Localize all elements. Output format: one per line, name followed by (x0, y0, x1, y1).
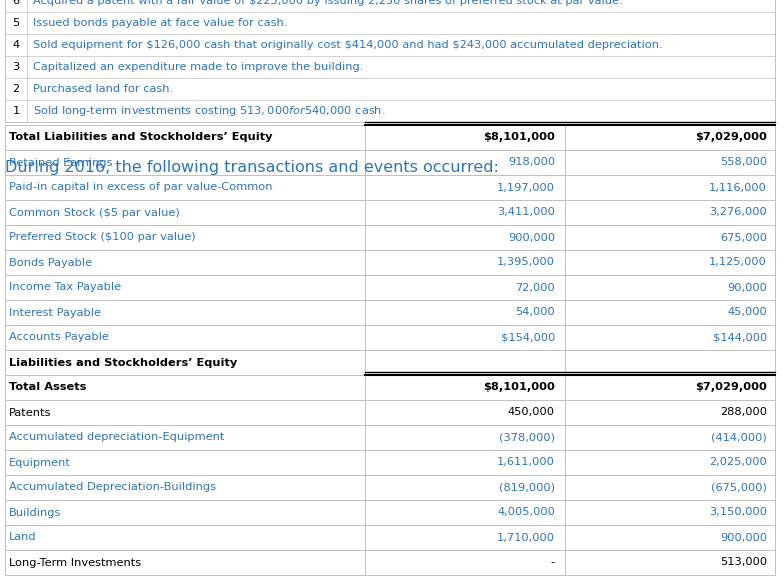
Bar (5, 375, 775, 400)
Bar (5, 425, 775, 450)
Text: Liabilities and Stockholders’ Equity: Liabilities and Stockholders’ Equity (9, 357, 238, 368)
Text: 6: 6 (13, 0, 20, 6)
Text: 54,000: 54,000 (515, 307, 555, 317)
Bar (5, 275, 775, 300)
Text: 1,116,000: 1,116,000 (709, 182, 767, 192)
Text: -: - (551, 558, 555, 567)
Bar (5, 325, 775, 350)
Text: 513,000: 513,000 (720, 558, 767, 567)
Text: 1,710,000: 1,710,000 (497, 533, 555, 543)
Text: (414,000): (414,000) (711, 433, 767, 442)
Bar (5, 250, 775, 275)
Text: 45,000: 45,000 (728, 307, 767, 317)
Text: Accounts Payable: Accounts Payable (9, 332, 109, 343)
Text: 4: 4 (13, 40, 20, 50)
Text: Retained Earnings: Retained Earnings (9, 157, 112, 167)
Text: Paid-in capital in excess of par value-Common: Paid-in capital in excess of par value-C… (9, 182, 273, 192)
Bar (5, 500, 775, 525)
Text: Sold equipment for $126,000 cash that originally cost $414,000 and had $243,000 : Sold equipment for $126,000 cash that or… (33, 40, 662, 50)
Text: Accumulated Depreciation-Buildings: Accumulated Depreciation-Buildings (9, 482, 216, 493)
Text: Capitalized an expenditure made to improve the building.: Capitalized an expenditure made to impro… (33, 62, 363, 72)
Text: $8,101,000: $8,101,000 (483, 133, 555, 142)
Bar (5, 125, 775, 150)
Text: 90,000: 90,000 (727, 283, 767, 292)
Text: 5: 5 (13, 18, 20, 28)
Text: Interest Payable: Interest Payable (9, 307, 101, 317)
Text: Preferred Stock ($100 par value): Preferred Stock ($100 par value) (9, 233, 196, 243)
Text: (378,000): (378,000) (499, 433, 555, 442)
Text: Common Stock ($5 par value): Common Stock ($5 par value) (9, 207, 180, 218)
Text: 1,197,000: 1,197,000 (497, 182, 555, 192)
Text: 3,276,000: 3,276,000 (710, 207, 767, 218)
Text: 675,000: 675,000 (720, 233, 767, 243)
Bar (5, 0, 775, 122)
Text: 1,125,000: 1,125,000 (709, 258, 767, 267)
Text: Equipment: Equipment (9, 457, 71, 467)
Text: 918,000: 918,000 (508, 157, 555, 167)
Text: 900,000: 900,000 (720, 533, 767, 543)
Text: (819,000): (819,000) (499, 482, 555, 493)
Text: 3: 3 (13, 62, 20, 72)
Text: 72,000: 72,000 (515, 283, 555, 292)
Text: 2,025,000: 2,025,000 (710, 457, 767, 467)
Text: 4,005,000: 4,005,000 (497, 508, 555, 518)
Bar (5, 450, 775, 475)
Text: $144,000: $144,000 (713, 332, 767, 343)
Bar (5, 225, 775, 250)
Text: Issued bonds payable at face value for cash.: Issued bonds payable at face value for c… (33, 18, 288, 28)
Text: $7,029,000: $7,029,000 (695, 133, 767, 142)
Bar (5, 300, 775, 325)
Text: Patents: Patents (9, 408, 52, 417)
Bar (5, 175, 775, 200)
Text: 288,000: 288,000 (720, 408, 767, 417)
Text: 1,611,000: 1,611,000 (497, 457, 555, 467)
Bar (5, 475, 775, 500)
Text: Total Assets: Total Assets (9, 383, 86, 393)
Text: Bonds Payable: Bonds Payable (9, 258, 93, 267)
Bar (5, 350, 775, 375)
Text: 450,000: 450,000 (508, 408, 555, 417)
Text: Sold long-term investments costing $513,000 for $540,000 cash.: Sold long-term investments costing $513,… (33, 104, 386, 118)
Text: $7,029,000: $7,029,000 (695, 383, 767, 393)
Text: 1: 1 (13, 106, 20, 116)
Text: Income Tax Payable: Income Tax Payable (9, 283, 121, 292)
Text: Long-Term Investments: Long-Term Investments (9, 558, 141, 567)
Text: Total Liabilities and Stockholders’ Equity: Total Liabilities and Stockholders’ Equi… (9, 133, 273, 142)
Text: Accumulated depreciation-Equipment: Accumulated depreciation-Equipment (9, 433, 224, 442)
Text: (675,000): (675,000) (711, 482, 767, 493)
Bar (5, 200, 775, 225)
Bar (5, 525, 775, 550)
Text: During 2016, the following transactions and events occurred:: During 2016, the following transactions … (5, 160, 499, 175)
Text: Acquired a patent with a fair value of $225,000 by issuing 2,250 shares of prefe: Acquired a patent with a fair value of $… (33, 0, 622, 6)
Bar (5, 400, 775, 425)
Text: 2: 2 (13, 84, 20, 94)
Bar (5, 150, 775, 175)
Bar (5, 550, 775, 575)
Text: 3,150,000: 3,150,000 (709, 508, 767, 518)
Text: $8,101,000: $8,101,000 (483, 383, 555, 393)
Text: Purchased land for cash.: Purchased land for cash. (33, 84, 173, 94)
Text: 900,000: 900,000 (508, 233, 555, 243)
Text: Land: Land (9, 533, 37, 543)
Text: 1,395,000: 1,395,000 (497, 258, 555, 267)
Text: Buildings: Buildings (9, 508, 61, 518)
Text: 558,000: 558,000 (720, 157, 767, 167)
Text: 3,411,000: 3,411,000 (497, 207, 555, 218)
Text: $154,000: $154,000 (501, 332, 555, 343)
